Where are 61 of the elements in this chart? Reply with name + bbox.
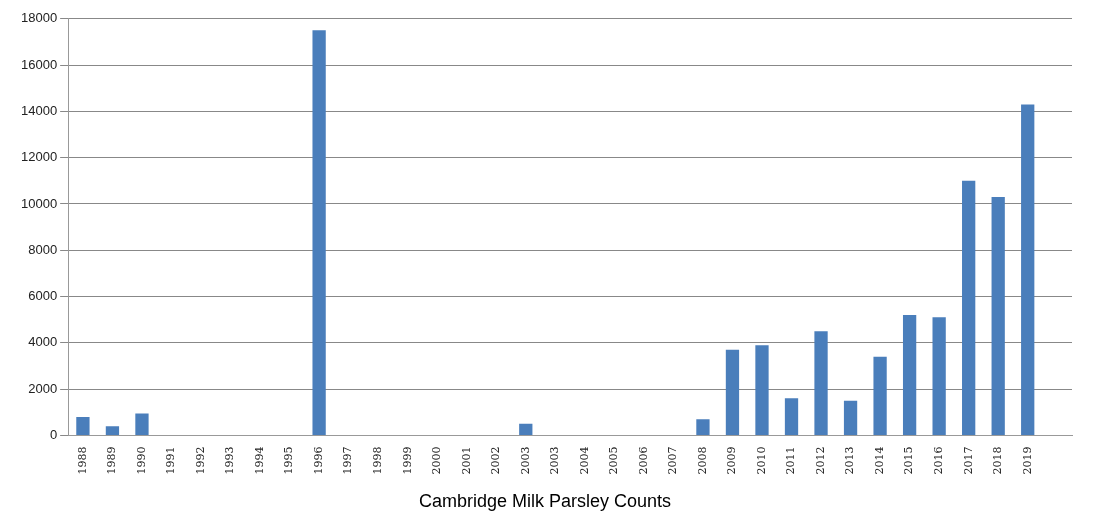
- x-tick-label: 2002: [489, 446, 503, 475]
- x-tick-label: 1996: [311, 446, 325, 475]
- y-tick-label: 18000: [20, 10, 58, 26]
- y-tick-label: 2000: [28, 380, 58, 396]
- bar: [725, 349, 740, 435]
- x-tick-label: 1991: [164, 446, 178, 475]
- bar: [873, 356, 887, 435]
- x-tick-label: 2018: [991, 446, 1005, 475]
- x-tick-label: 1989: [105, 446, 119, 475]
- bar: [696, 419, 710, 435]
- x-tick-label: 2008: [695, 446, 709, 475]
- y-tick-label: 12000: [20, 149, 58, 165]
- x-tick-label: 2000: [430, 446, 444, 475]
- x-tick-label: 2011: [784, 446, 798, 475]
- bar: [76, 416, 90, 435]
- x-tick-label: 2013: [843, 446, 857, 475]
- x-tick-label: 2007: [666, 446, 680, 475]
- x-tick-label: 2016: [932, 446, 945, 475]
- bar: [932, 317, 946, 435]
- x-tick-label: 1998: [371, 446, 385, 475]
- y-tick-label: 16000: [20, 56, 58, 72]
- x-tick-label: 1992: [193, 446, 207, 475]
- x-tick-label: 2009: [725, 446, 739, 475]
- bar: [902, 315, 917, 435]
- x-tick-label: 2001: [459, 446, 473, 475]
- x-tick-label: 1999: [400, 446, 414, 475]
- y-tick-label: 6000: [28, 288, 58, 304]
- x-tick-label: 2015: [902, 446, 916, 475]
- x-tick-label: 2006: [636, 446, 650, 475]
- bar: [1021, 104, 1035, 435]
- bar: [519, 423, 533, 435]
- y-tick-label: 0: [49, 426, 58, 442]
- x-tick-label: 2012: [813, 446, 827, 475]
- y-tick-label: 4000: [28, 334, 58, 350]
- bar: [105, 426, 120, 435]
- x-tick-label: 2004: [577, 446, 591, 475]
- y-tick-label: 8000: [28, 241, 58, 257]
- bar: [962, 180, 976, 435]
- x-tick-label: 1990: [134, 446, 148, 475]
- bar: [312, 30, 326, 435]
- x-tick-label: 2017: [961, 446, 975, 475]
- bar: [755, 345, 769, 435]
- x-tick-label: 1997: [341, 446, 355, 475]
- x-tick-label: 2014: [872, 446, 886, 475]
- bar: [814, 331, 828, 435]
- x-tick-label: 1994: [252, 446, 266, 475]
- y-tick-label: 10000: [20, 195, 58, 211]
- bar: [784, 398, 799, 435]
- x-tick-label: 1995: [282, 446, 296, 475]
- x-tick-label: 2010: [754, 446, 768, 475]
- x-tick-label: 1988: [75, 446, 89, 475]
- y-tick-label: 14000: [20, 102, 58, 118]
- text: Cambridge Milk Parsley Counts: [418, 491, 672, 512]
- x-tick-label: 2005: [607, 446, 621, 475]
- bar: [991, 197, 1005, 435]
- bar: [843, 400, 858, 435]
- x-tick-label: 1993: [223, 446, 237, 475]
- x-tick-label: 2003: [548, 446, 562, 475]
- bar: [135, 413, 149, 435]
- x-tick-label: 2019: [1020, 446, 1034, 475]
- x-tick-label: 2003: [518, 446, 532, 475]
